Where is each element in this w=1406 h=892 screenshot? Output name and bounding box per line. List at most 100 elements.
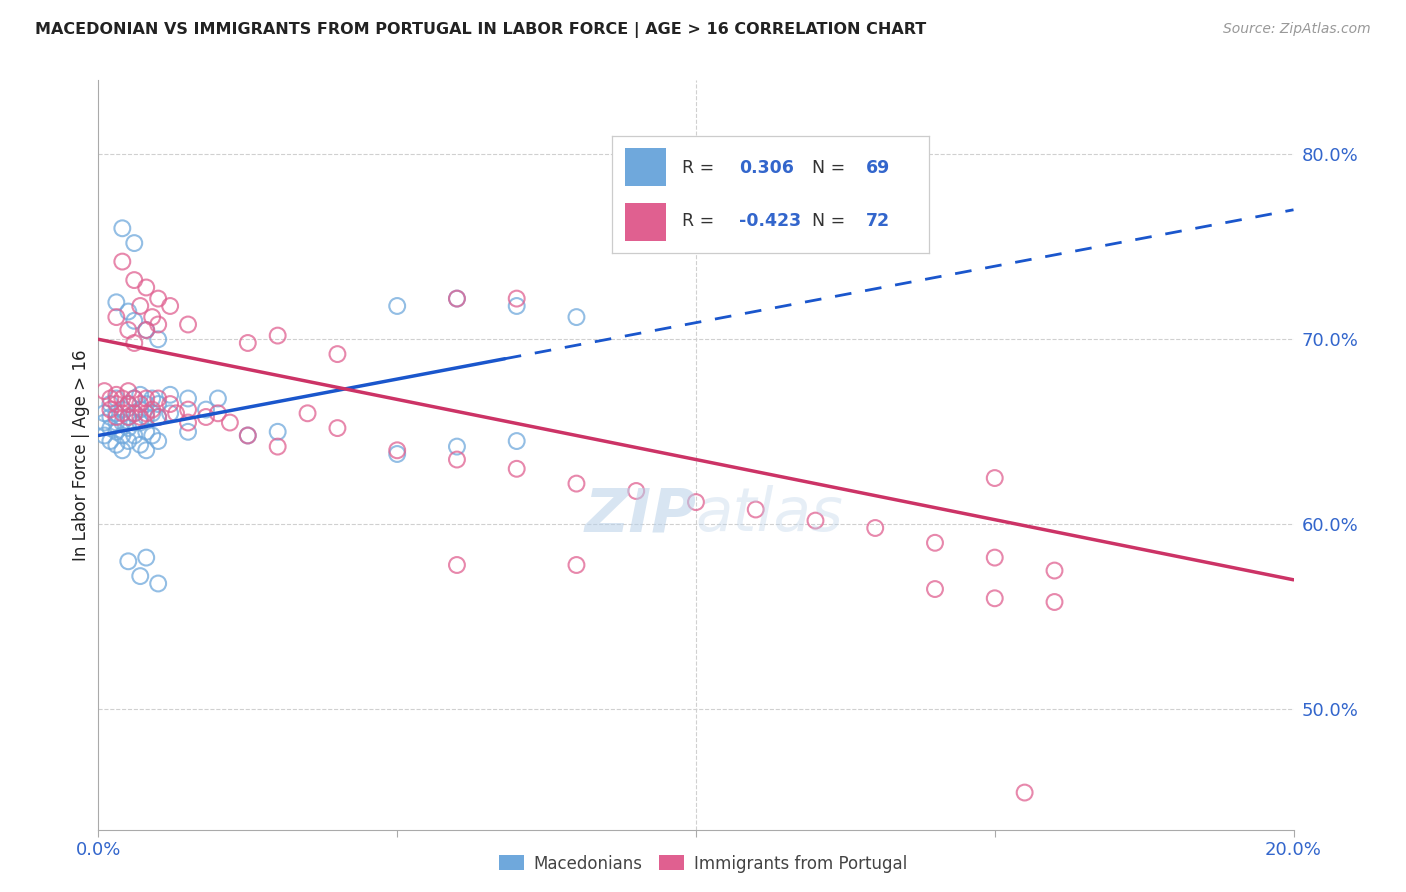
Point (195, 402, 218, 417)
Point (148, 409, 170, 424)
Point (124, 406, 146, 420)
Point (98, 409, 122, 424)
Point (177, 318, 200, 332)
Point (105, 425, 128, 439)
Point (148, 332, 170, 346)
Point (236, 428, 259, 442)
Point (141, 406, 163, 420)
Y-axis label: In Labor Force | Age > 16: In Labor Force | Age > 16 (72, 349, 90, 561)
Point (111, 402, 134, 417)
Point (177, 416, 200, 430)
Point (129, 402, 152, 417)
Point (93, 406, 115, 420)
Point (117, 323, 139, 337)
Point (297, 406, 319, 420)
Point (159, 406, 181, 420)
Point (195, 409, 218, 424)
Point (135, 550, 157, 565)
Point (135, 409, 157, 424)
Point (124, 273, 146, 287)
Point (105, 409, 128, 424)
Point (117, 409, 139, 424)
Point (117, 397, 139, 411)
Point (105, 392, 128, 406)
Point (446, 292, 468, 306)
Point (98, 421, 122, 435)
Point (117, 397, 139, 411)
Point (506, 462, 529, 476)
Point (105, 397, 128, 411)
Point (148, 318, 170, 332)
Point (159, 388, 181, 402)
Point (124, 392, 146, 406)
Point (105, 388, 128, 402)
Point (135, 323, 157, 337)
Point (1043, 564, 1066, 578)
Point (267, 425, 290, 439)
Point (111, 416, 134, 430)
Point (129, 388, 152, 402)
Point (124, 236, 146, 251)
Point (98, 397, 122, 411)
Point (446, 452, 468, 467)
Point (105, 416, 128, 430)
Point (148, 409, 170, 424)
Point (385, 447, 409, 461)
Point (148, 292, 170, 306)
Point (141, 428, 163, 442)
Point (111, 443, 134, 458)
Point (565, 476, 588, 491)
Point (129, 397, 152, 411)
Point (267, 440, 290, 454)
Point (141, 402, 163, 417)
Point (165, 406, 187, 420)
Point (111, 221, 134, 235)
Point (1043, 595, 1066, 609)
Point (148, 576, 170, 591)
Point (267, 328, 290, 343)
Point (565, 558, 588, 572)
Point (219, 416, 242, 430)
Point (385, 443, 409, 458)
Point (111, 392, 134, 406)
Legend: Macedonians, Immigrants from Portugal: Macedonians, Immigrants from Portugal (492, 848, 914, 880)
Point (135, 406, 157, 420)
Point (117, 434, 139, 448)
Point (98, 402, 122, 417)
Point (124, 392, 146, 406)
Point (105, 406, 128, 420)
Point (129, 409, 152, 424)
Point (236, 428, 259, 442)
Point (148, 434, 170, 448)
Point (129, 569, 152, 583)
Point (135, 392, 157, 406)
Text: Source: ZipAtlas.com: Source: ZipAtlas.com (1223, 22, 1371, 37)
Point (924, 536, 946, 550)
Point (135, 425, 157, 439)
Point (141, 310, 163, 324)
Point (685, 495, 707, 509)
Point (93, 384, 115, 398)
Point (984, 591, 1007, 606)
Point (446, 292, 468, 306)
Point (117, 304, 139, 318)
Point (865, 521, 887, 535)
Text: MACEDONIAN VS IMMIGRANTS FROM PORTUGAL IN LABOR FORCE | AGE > 16 CORRELATION CHA: MACEDONIAN VS IMMIGRANTS FROM PORTUGAL I… (35, 22, 927, 38)
Point (124, 428, 146, 442)
Point (626, 483, 648, 498)
Point (105, 295, 128, 310)
Point (984, 471, 1007, 485)
Point (326, 421, 349, 435)
Point (506, 292, 529, 306)
Point (446, 558, 468, 572)
Point (135, 397, 157, 411)
Point (117, 409, 139, 424)
Point (124, 406, 146, 420)
Point (924, 582, 946, 596)
Text: ZIP: ZIP (583, 485, 696, 544)
Point (117, 384, 139, 398)
Point (446, 440, 468, 454)
Point (745, 502, 768, 516)
Point (385, 299, 409, 313)
Point (236, 336, 259, 351)
